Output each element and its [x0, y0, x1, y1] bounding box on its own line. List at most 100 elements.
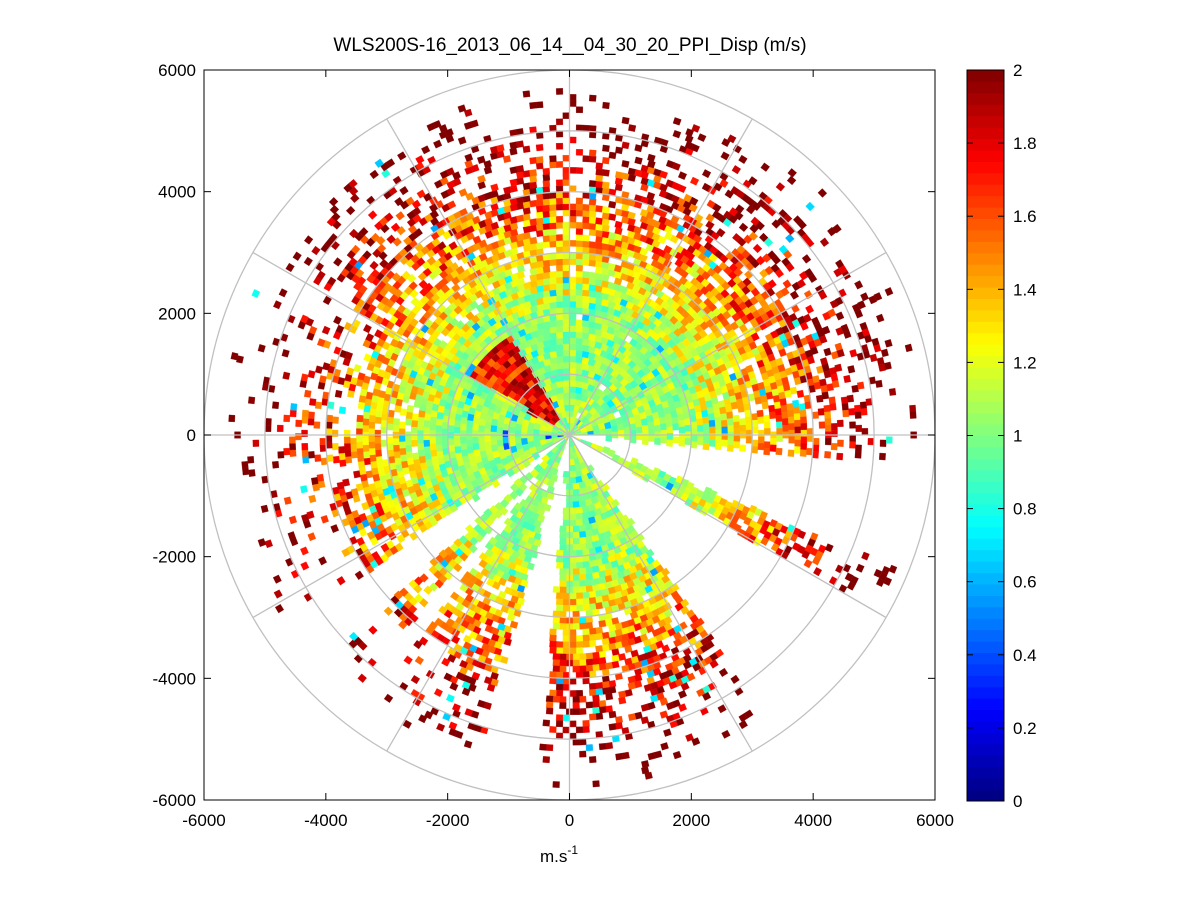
- radar-cell: [399, 454, 408, 462]
- radar-cell: [794, 426, 802, 434]
- colorbar-tick-label: 1.6: [1013, 207, 1037, 226]
- radar-cell: [529, 181, 538, 189]
- colorbar-tick-label: 0.6: [1013, 573, 1037, 592]
- radar-cell: [417, 429, 424, 437]
- radar-cell: [829, 403, 837, 411]
- x-tick-label: 6000: [916, 811, 954, 830]
- radar-cell: [763, 447, 771, 456]
- radar-cell: [562, 355, 570, 363]
- radar-cell: [398, 421, 406, 429]
- radar-cell: [575, 282, 584, 290]
- radar-cell: [415, 155, 425, 165]
- radar-cell: [666, 433, 674, 441]
- radar-cell: [335, 324, 345, 334]
- radar-cell: [760, 536, 770, 546]
- radar-cell: [589, 94, 597, 102]
- radar-cell: [356, 414, 364, 423]
- radar-cell: [406, 457, 414, 466]
- radar-cell: [579, 653, 587, 661]
- radar-cell: [556, 349, 564, 358]
- radar-cell: [459, 429, 467, 437]
- radar-cell: [562, 228, 570, 235]
- radar-cell: [569, 562, 577, 569]
- radar-cell: [569, 732, 577, 740]
- colorbar-step: [967, 595, 1004, 608]
- radar-cell: [727, 134, 737, 144]
- radar-cell: [646, 191, 656, 201]
- colorbar-step: [967, 92, 1004, 105]
- radar-cell: [555, 203, 564, 211]
- colorbar-step: [967, 789, 1004, 802]
- radar-cell: [569, 507, 577, 515]
- radar-cell: [301, 449, 309, 457]
- radar-cell: [800, 436, 808, 444]
- radar-cell: [615, 752, 624, 761]
- radar-cell: [484, 624, 494, 634]
- colorbar-step: [967, 344, 1004, 357]
- radar-cell: [786, 403, 794, 411]
- radar-cell: [715, 429, 722, 437]
- radar-cell: [348, 228, 359, 239]
- radar-cell: [336, 576, 346, 586]
- radar-cell: [602, 169, 610, 177]
- radar-cell: [430, 409, 438, 418]
- radar-cell: [638, 253, 648, 263]
- radar-cell: [395, 211, 405, 221]
- radar-cell: [289, 409, 297, 418]
- radar-cell: [549, 283, 557, 291]
- radar-cell: [846, 581, 856, 591]
- radar-cell: [536, 217, 544, 225]
- colorbar-step: [967, 309, 1004, 322]
- radar-cell: [496, 426, 504, 434]
- radar-cell: [370, 401, 378, 410]
- radar-cell: [654, 424, 661, 433]
- radar-cell: [797, 220, 807, 230]
- radar-cell: [350, 244, 361, 255]
- radar-cell: [794, 439, 802, 447]
- radar-cell: [555, 604, 564, 612]
- radar-cell: [793, 413, 801, 421]
- colorbar-step: [967, 766, 1004, 779]
- radar-cell: [788, 429, 796, 437]
- radar-cell: [350, 438, 357, 446]
- radar-cell: [556, 276, 564, 284]
- radar-cell: [588, 290, 597, 298]
- radar-cell: [846, 394, 854, 403]
- radar-cell: [457, 104, 467, 113]
- y-tick-label: 0: [187, 426, 196, 445]
- radar-cell: [433, 139, 443, 149]
- radar-cell: [888, 564, 898, 574]
- radar-cell: [660, 436, 668, 444]
- radar-cell: [363, 353, 372, 362]
- radar-cell: [509, 482, 520, 493]
- radar-cell: [572, 617, 580, 624]
- radar-cell: [529, 101, 537, 110]
- radar-cell: [276, 424, 284, 432]
- radar-cell: [404, 438, 412, 446]
- radar-cell: [569, 301, 577, 308]
- radar-cell: [545, 707, 554, 715]
- radar-cell: [300, 314, 309, 324]
- radar-cell: [555, 161, 564, 168]
- radar-cell: [721, 426, 729, 434]
- radar-cell: [432, 120, 442, 129]
- radar-cell: [535, 211, 544, 219]
- radar-cell: [555, 671, 564, 679]
- radar-cell: [502, 155, 511, 163]
- radar-cell: [659, 710, 669, 719]
- radar-cell: [549, 258, 557, 266]
- radar-cell: [732, 144, 743, 154]
- radar-cell: [608, 710, 617, 719]
- radar-cell: [386, 436, 394, 444]
- radar-cell: [453, 439, 461, 447]
- radar-cell: [316, 473, 325, 482]
- radar-cell: [779, 398, 787, 407]
- colorbar-step: [967, 618, 1004, 631]
- radar-cell: [878, 363, 886, 372]
- radar-cell: [549, 210, 557, 218]
- radar-cell: [582, 591, 590, 599]
- radar-cell: [647, 752, 656, 761]
- radar-cell: [582, 283, 590, 291]
- radar-cell: [556, 301, 564, 309]
- radar-cell: [696, 688, 706, 698]
